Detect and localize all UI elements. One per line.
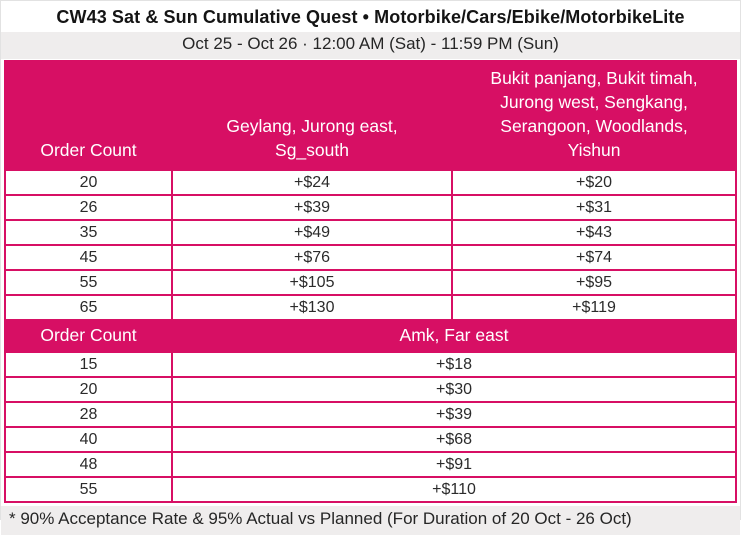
zone-a-bonus-cell: +$49 bbox=[171, 219, 453, 246]
order-count-cell: 40 bbox=[4, 426, 173, 453]
table-row: 48 +$91 bbox=[4, 451, 737, 478]
order-count-cell: 65 bbox=[4, 294, 173, 321]
table-row: 28 +$39 bbox=[4, 401, 737, 428]
table-row: 20 +$30 bbox=[4, 376, 737, 403]
zone-a-bonus-cell: +$76 bbox=[171, 244, 453, 271]
zone-a-bonus-cell: +$105 bbox=[171, 269, 453, 296]
order-count-cell: 45 bbox=[4, 244, 173, 271]
table-row: 65 +$130 +$119 bbox=[4, 294, 737, 321]
table-row: 15 +$18 bbox=[4, 351, 737, 378]
zone-b-bonus-cell: +$43 bbox=[451, 219, 737, 246]
zone-a-bonus-cell: +$39 bbox=[171, 194, 453, 221]
zone-b-bonus-cell: +$74 bbox=[451, 244, 737, 271]
zone-c-bonus-cell: +$110 bbox=[171, 476, 737, 503]
order-count-cell: 20 bbox=[4, 376, 173, 403]
table-row: 55 +$105 +$95 bbox=[4, 269, 737, 296]
zone-b-bonus-cell: +$119 bbox=[451, 294, 737, 321]
zone-b-bonus-cell: +$95 bbox=[451, 269, 737, 296]
order-count-cell: 35 bbox=[4, 219, 173, 246]
zone-a-bonus-cell: +$130 bbox=[171, 294, 453, 321]
date-range-subtitle: Oct 25 - Oct 26 · 12:00 AM (Sat) - 11:59… bbox=[1, 32, 740, 59]
order-count-header: Order Count bbox=[4, 319, 173, 353]
zone-a-header: Geylang, Jurong east, Sg_south bbox=[171, 60, 453, 171]
order-count-header: Order Count bbox=[4, 60, 173, 171]
zone-b-bonus-cell: +$31 bbox=[451, 194, 737, 221]
order-count-cell: 28 bbox=[4, 401, 173, 428]
order-count-cell: 55 bbox=[4, 269, 173, 296]
footnote: * 90% Acceptance Rate & 95% Actual vs Pl… bbox=[1, 506, 740, 535]
order-count-cell: 55 bbox=[4, 476, 173, 503]
table-row: 35 +$49 +$43 bbox=[4, 219, 737, 246]
zone-c-bonus-cell: +$18 bbox=[171, 351, 737, 378]
order-count-cell: 20 bbox=[4, 169, 173, 196]
zone-a-bonus-cell: +$24 bbox=[171, 169, 453, 196]
table-row: 55 +$110 bbox=[4, 476, 737, 503]
section1-header-row: Order Count Geylang, Jurong east, Sg_sou… bbox=[4, 60, 737, 171]
table-row: 40 +$68 bbox=[4, 426, 737, 453]
order-count-cell: 15 bbox=[4, 351, 173, 378]
table-row: 20 +$24 +$20 bbox=[4, 169, 737, 196]
section2-header-row: Order Count Amk, Far east bbox=[4, 319, 737, 353]
table-row: 45 +$76 +$74 bbox=[4, 244, 737, 271]
zone-c-bonus-cell: +$91 bbox=[171, 451, 737, 478]
zone-b-header: Bukit panjang, Bukit timah, Jurong west,… bbox=[451, 60, 737, 171]
zone-c-bonus-cell: +$68 bbox=[171, 426, 737, 453]
zone-c-bonus-cell: +$39 bbox=[171, 401, 737, 428]
order-count-cell: 48 bbox=[4, 451, 173, 478]
quest-table: Order Count Geylang, Jurong east, Sg_sou… bbox=[4, 60, 737, 503]
zone-c-header: Amk, Far east bbox=[171, 319, 737, 353]
zone-c-bonus-cell: +$30 bbox=[171, 376, 737, 403]
page-title: CW43 Sat & Sun Cumulative Quest • Motorb… bbox=[56, 7, 685, 27]
order-count-cell: 26 bbox=[4, 194, 173, 221]
zone-b-bonus-cell: +$20 bbox=[451, 169, 737, 196]
table-row: 26 +$39 +$31 bbox=[4, 194, 737, 221]
